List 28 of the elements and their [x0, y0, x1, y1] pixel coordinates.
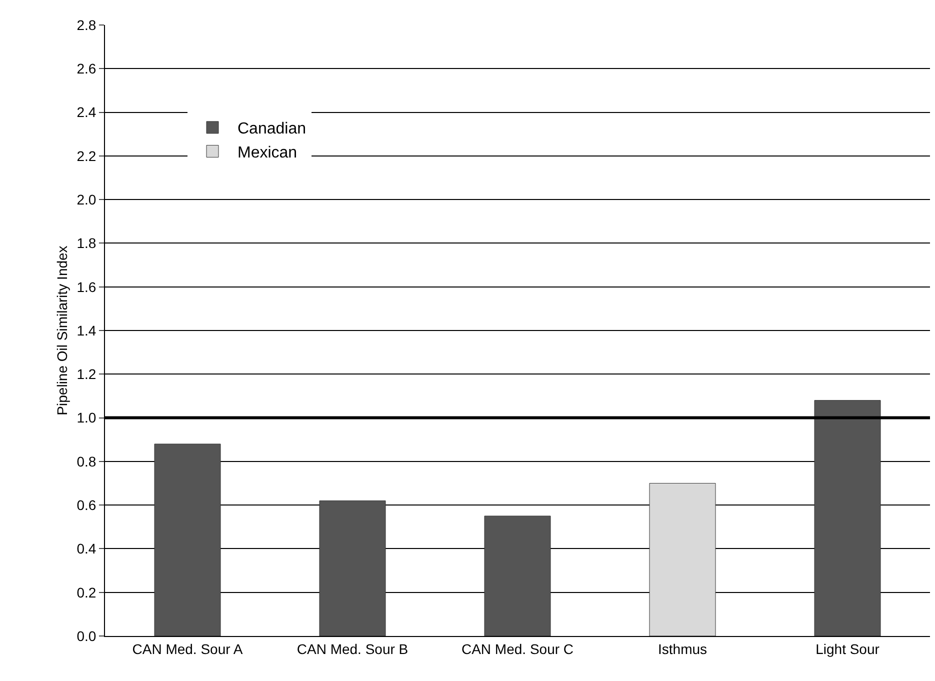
y-tick-label: 2.8	[76, 16, 96, 33]
bar	[649, 483, 716, 636]
bar	[319, 500, 386, 636]
y-tick-label: 0.0	[76, 628, 96, 644]
y-tick-label: 2.2	[76, 148, 96, 164]
y-tick-label: 2.6	[76, 60, 96, 77]
y-tick-label: 2.0	[76, 191, 96, 208]
legend-label: Canadian	[238, 120, 306, 138]
y-tick-label: 1.8	[76, 235, 96, 252]
legend-label: Mexican	[238, 144, 298, 162]
y-tick-label: 0.2	[76, 584, 96, 600]
x-tick-label: CAN Med. Sour C	[461, 640, 574, 657]
bar	[484, 516, 551, 636]
x-tick-label: Light Sour	[816, 640, 880, 657]
x-tick-label: CAN Med. Sour B	[296, 640, 408, 657]
x-tick-label: Isthmus	[658, 640, 708, 657]
y-tick-label: 0.8	[76, 453, 96, 470]
bar	[154, 444, 221, 636]
y-tick-label: 1.0	[76, 410, 96, 426]
y-tick-label: 1.6	[76, 278, 96, 295]
x-tick-label: CAN Med. Sour A	[132, 640, 244, 657]
y-axis-title: Pipeline Oil Similarity Index	[54, 246, 70, 416]
y-tick-label: 1.4	[76, 322, 96, 338]
bar	[814, 400, 881, 636]
y-tick-label: 0.4	[76, 540, 96, 557]
y-tick-label: 1.2	[76, 366, 96, 382]
y-tick-label: 0.6	[76, 496, 96, 513]
y-tick-label: 2.4	[76, 104, 96, 120]
